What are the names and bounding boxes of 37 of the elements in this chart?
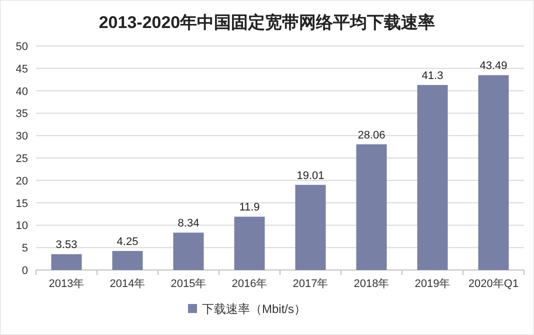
data-label: 19.01 bbox=[296, 170, 324, 182]
data-label: 43.49 bbox=[480, 60, 508, 72]
bar bbox=[356, 144, 387, 270]
x-tick-label: 2014年 bbox=[110, 278, 146, 290]
y-tick-label: 30 bbox=[16, 130, 28, 143]
bar bbox=[234, 216, 265, 270]
y-tick-label: 45 bbox=[16, 63, 28, 76]
y-tick-label: 20 bbox=[16, 175, 28, 188]
y-tick-label: 25 bbox=[16, 153, 28, 165]
x-tick-label: 2013年 bbox=[48, 278, 84, 290]
y-tick-label: 0 bbox=[22, 265, 28, 277]
data-label: 3.53 bbox=[56, 239, 78, 252]
bar bbox=[173, 232, 204, 270]
x-tick-label: 2016年 bbox=[232, 278, 268, 290]
bar bbox=[51, 254, 82, 270]
data-label: 4.25 bbox=[116, 236, 138, 248]
y-tick-label: 40 bbox=[16, 86, 28, 98]
y-tick-label: 5 bbox=[22, 242, 28, 255]
x-tick-label: 2019年 bbox=[414, 278, 450, 290]
y-tick-label: 15 bbox=[16, 198, 28, 210]
data-label: 11.9 bbox=[239, 202, 260, 214]
y-tick-label: 10 bbox=[16, 220, 28, 232]
y-tick-label: 50 bbox=[16, 41, 28, 53]
x-tick-label: 2020年Q1 bbox=[468, 278, 519, 290]
chart-title: 2013-2020年中国固定宽带网络平均下载速率 bbox=[98, 13, 436, 32]
data-label: 28.06 bbox=[358, 129, 386, 142]
x-tick-label: 2017年 bbox=[292, 278, 328, 290]
x-tick-label: 2018年 bbox=[354, 278, 390, 290]
x-tick-label: 2015年 bbox=[170, 278, 206, 290]
bar bbox=[112, 250, 143, 270]
y-tick-label: 35 bbox=[16, 108, 28, 120]
data-label: 41.3 bbox=[422, 70, 444, 82]
data-label: 8.34 bbox=[178, 218, 200, 230]
bar bbox=[478, 75, 509, 270]
legend-label: 下载速率（Mbit/s） bbox=[202, 302, 306, 316]
bar bbox=[295, 184, 326, 270]
bar bbox=[417, 84, 448, 270]
